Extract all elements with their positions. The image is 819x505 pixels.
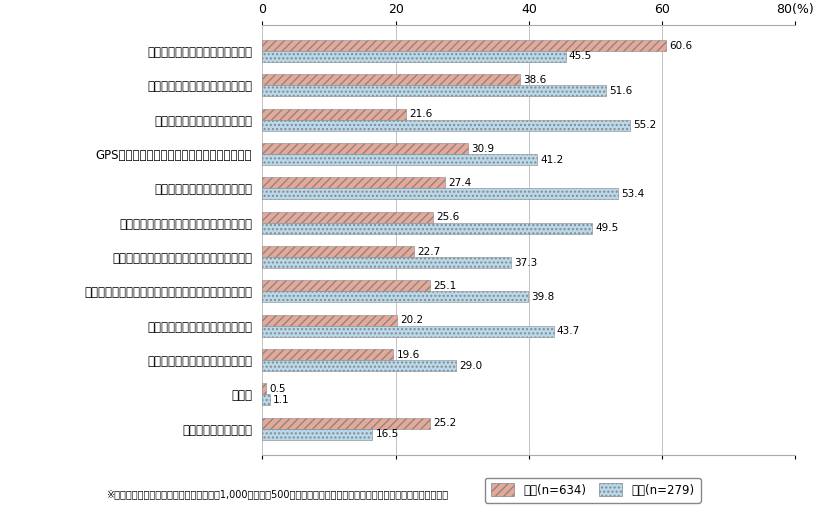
Bar [262, 246, 413, 257]
Text: 37.3: 37.3 [514, 258, 536, 268]
Text: 16.5: 16.5 [375, 429, 398, 439]
Text: 60.6: 60.6 [668, 40, 692, 50]
Text: 20.2: 20.2 [400, 315, 423, 325]
Bar [262, 40, 665, 51]
Legend: 日本(n=634), 米国(n=279): 日本(n=634), 米国(n=279) [484, 478, 700, 503]
Text: 55.2: 55.2 [633, 120, 656, 130]
Bar [262, 143, 468, 154]
Text: 0.5: 0.5 [269, 384, 285, 394]
Text: 51.6: 51.6 [609, 86, 632, 96]
Bar [262, 315, 396, 326]
Bar [262, 223, 591, 234]
Bar [262, 74, 519, 85]
Bar [262, 188, 618, 199]
Text: 21.6: 21.6 [410, 109, 432, 119]
Text: ※回答対象はスマートフォン所有者（日本1,000人、米国500人）のうち、会社員、自営業、公務員、専門職（複数回答）: ※回答対象はスマートフォン所有者（日本1,000人、米国500人）のうち、会社員… [106, 489, 448, 499]
Bar [262, 177, 445, 188]
Bar [262, 109, 406, 120]
Text: 39.8: 39.8 [530, 292, 554, 302]
Text: 43.7: 43.7 [556, 326, 579, 336]
Text: 25.1: 25.1 [432, 281, 455, 291]
Bar [262, 120, 629, 131]
Text: 41.2: 41.2 [540, 155, 563, 165]
Bar [262, 154, 536, 165]
Bar [262, 85, 605, 96]
Text: 25.6: 25.6 [436, 212, 459, 222]
Bar [262, 212, 432, 223]
Bar [262, 51, 565, 62]
Bar [262, 383, 265, 394]
Text: 25.2: 25.2 [433, 418, 456, 428]
Bar [262, 257, 510, 268]
Text: 45.5: 45.5 [568, 52, 591, 62]
Text: 22.7: 22.7 [416, 246, 440, 257]
Text: 30.9: 30.9 [471, 143, 494, 154]
Bar [262, 429, 372, 440]
Bar [262, 326, 553, 337]
Bar [262, 280, 429, 291]
Bar [262, 394, 269, 406]
Bar [262, 291, 527, 302]
Text: 19.6: 19.6 [396, 349, 419, 360]
Text: 1.1: 1.1 [273, 395, 289, 405]
Text: 38.6: 38.6 [523, 75, 545, 85]
Bar [262, 360, 455, 371]
Text: 49.5: 49.5 [595, 223, 618, 233]
Text: 27.4: 27.4 [448, 178, 471, 188]
Bar [262, 418, 430, 429]
Bar [262, 349, 392, 360]
Text: 29.0: 29.0 [459, 361, 482, 371]
Text: 53.4: 53.4 [621, 189, 644, 199]
